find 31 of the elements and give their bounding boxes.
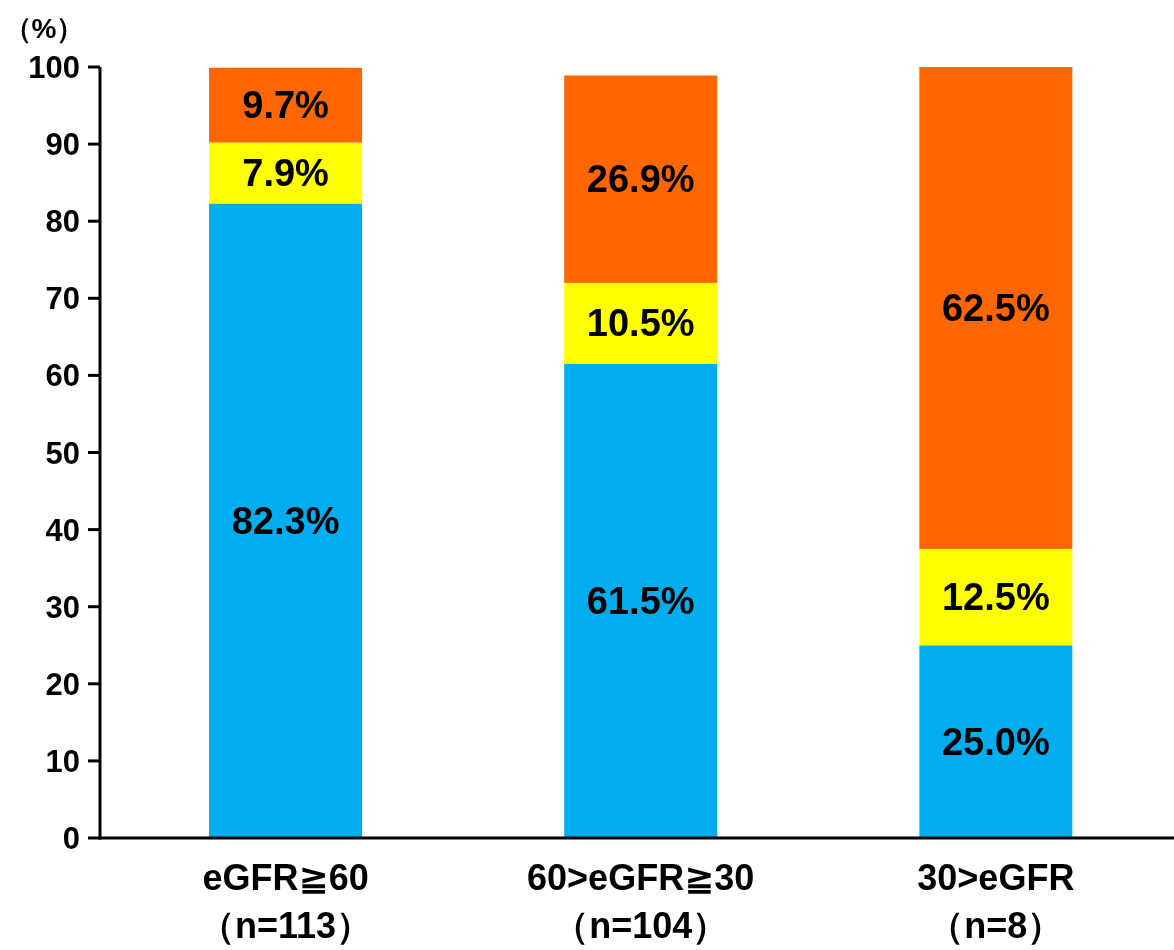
data-label: 61.5%: [586, 579, 695, 622]
data-label: 26.9%: [586, 158, 695, 201]
y-tick-label: 40: [45, 512, 80, 548]
y-tick-label: 50: [45, 435, 80, 471]
bar: [564, 75, 718, 283]
y-tick-label: 10: [45, 743, 80, 779]
bar: [919, 645, 1073, 838]
bar: [209, 203, 363, 838]
data-label: 9.7%: [242, 84, 329, 127]
data-label: 7.9%: [242, 152, 329, 195]
x-tick-label: 30>eGFR （n=8）: [917, 857, 1075, 946]
bar: [564, 363, 718, 838]
data-label: 10.5%: [586, 302, 695, 345]
x-tick-label: eGFR≧60 （n=113）: [199, 857, 373, 946]
y-tick-label: 70: [45, 281, 80, 317]
x-tick-label: 60>eGFR≧30 （n=104）: [527, 857, 755, 946]
bar: [209, 67, 363, 143]
bar: [919, 67, 1073, 549]
y-axis-title: （%）: [3, 13, 85, 44]
data-label: 25.0%: [941, 720, 1050, 763]
y-tick-label: 90: [45, 127, 80, 163]
y-tick-label: 100: [28, 50, 80, 85]
y-tick-label: 20: [45, 666, 80, 702]
y-tick-label: 80: [45, 204, 80, 240]
data-label: 82.3%: [231, 499, 340, 542]
bar: [919, 548, 1073, 646]
y-tick-label: 0: [62, 821, 80, 856]
data-label: 62.5%: [941, 286, 1050, 329]
y-tick-label: 30: [45, 589, 80, 625]
y-tick-label: 60: [45, 358, 80, 394]
data-label: 12.5%: [941, 576, 1050, 619]
